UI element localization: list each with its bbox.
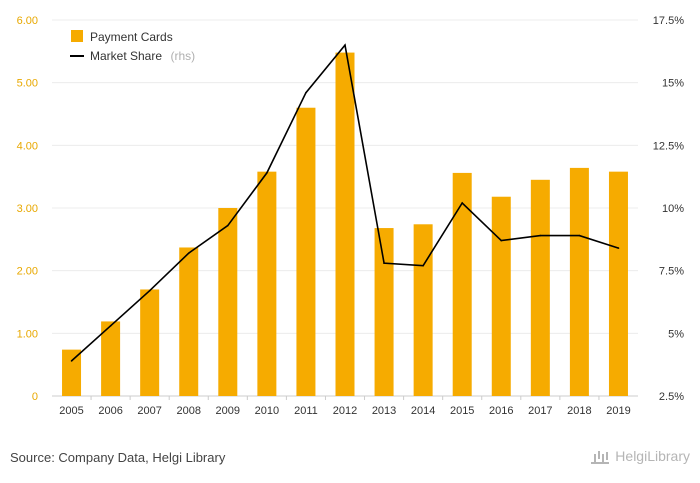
x-tick-label: 2012 — [333, 405, 357, 417]
x-tick-label: 2018 — [567, 405, 591, 417]
source-note: Source: Company Data, Helgi Library — [10, 450, 226, 465]
line-series — [70, 43, 620, 362]
legend-swatch-bars — [71, 30, 83, 42]
bar — [530, 179, 550, 396]
y-right-tick-label: 7.5% — [659, 266, 684, 278]
legend-label-bars: Payment Cards — [90, 30, 173, 44]
bar — [296, 107, 316, 396]
y-right-tick-label: 17.5% — [653, 15, 684, 27]
bar — [374, 228, 394, 396]
line-point — [70, 360, 73, 362]
bar — [608, 171, 628, 396]
bar — [335, 52, 355, 396]
x-tick-label: 2008 — [176, 405, 200, 417]
line-point — [500, 239, 503, 242]
line-point — [266, 172, 268, 174]
x-tick-label: 2016 — [489, 405, 513, 417]
line-point — [578, 234, 581, 237]
legend-line-suffix: (rhs) — [170, 49, 195, 63]
line-point — [227, 224, 229, 227]
bar — [569, 167, 589, 396]
bar — [491, 196, 511, 396]
x-tick-label: 2005 — [59, 405, 83, 417]
legend-line-name: Market Share — [90, 49, 162, 63]
line-point — [617, 247, 620, 249]
x-tick-label: 2017 — [528, 405, 552, 417]
x-tick-label: 2014 — [411, 405, 435, 417]
x-tick-label: 2013 — [372, 405, 396, 417]
x-tick-label: 2019 — [606, 405, 630, 417]
y-left-tick-label: 6.00 — [17, 15, 38, 27]
line-point — [344, 44, 346, 46]
line-point — [539, 234, 542, 237]
y-right-tick-label: 12.5% — [653, 140, 684, 152]
line-point — [383, 262, 385, 264]
y-left-tick-label: 0 — [32, 391, 38, 403]
brand-logo-text: HelgiLibrary — [615, 448, 690, 464]
bar — [413, 224, 433, 396]
y-left-tick-label: 5.00 — [17, 78, 38, 90]
line-point — [109, 325, 112, 327]
x-tick-label: 2015 — [450, 405, 474, 417]
legend: Payment Cards Market Share (rhs) — [70, 30, 195, 64]
combo-chart: 0 2.5% 1.00 5% 2.00 7.5% 3.00 10% 4.00 12.5% 5.00 1… — [17, 15, 685, 417]
y-left-tick-label: 2.00 — [17, 266, 38, 278]
line-point — [305, 91, 307, 94]
y-right-tick-label: 2.5% — [659, 391, 684, 403]
x-tick-label: 2006 — [98, 405, 122, 417]
bar — [62, 349, 82, 396]
bar — [140, 289, 160, 396]
y-left-tick-label: 3.00 — [17, 203, 38, 215]
y-right-tick-label: 5% — [668, 328, 684, 340]
bar — [218, 208, 238, 396]
bar-series — [62, 52, 628, 396]
line-point — [187, 252, 190, 254]
line-point — [461, 202, 464, 204]
bar — [101, 321, 121, 396]
y-right-tick-label: 10% — [662, 203, 684, 215]
library-icon — [591, 448, 610, 464]
axes: 0 2.5% 1.00 5% 2.00 7.5% 3.00 10% 4.00 12.5% 5.00 1… — [17, 15, 685, 417]
x-tick-label: 2007 — [137, 405, 161, 417]
line-point — [422, 264, 424, 267]
legend-label-line: Market Share (rhs) — [90, 47, 195, 64]
bar — [179, 247, 199, 396]
bar — [257, 171, 277, 396]
x-tick-label: 2010 — [255, 405, 279, 417]
line-point — [148, 289, 151, 292]
bar — [452, 172, 472, 396]
y-left-tick-label: 1.00 — [17, 328, 38, 340]
y-right-tick-label: 15% — [662, 78, 684, 90]
x-tick-label: 2011 — [294, 405, 318, 417]
brand-logo: HelgiLibrary — [591, 448, 690, 464]
x-tick-label: 2009 — [216, 405, 240, 417]
y-left-tick-label: 4.00 — [17, 140, 38, 152]
